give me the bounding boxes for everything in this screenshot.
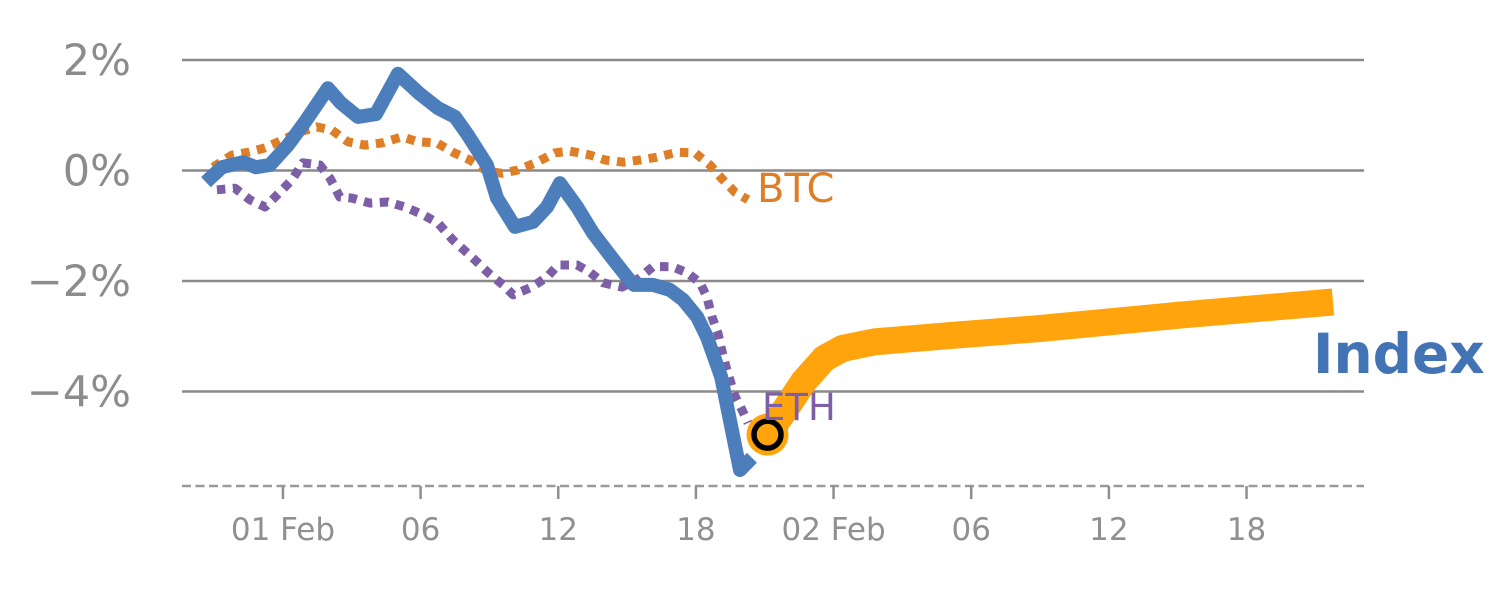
y-tick-label: 0%: [63, 147, 131, 197]
series-line-eth: [216, 158, 753, 425]
y-tick-label: −2%: [27, 257, 131, 307]
x-tick-label: 06: [401, 512, 440, 548]
x-tick-label: 01 Feb: [231, 512, 335, 548]
x-tick-label: 12: [539, 512, 578, 548]
x-tick-label: 18: [1227, 512, 1266, 548]
series-label-index: Index: [1313, 322, 1485, 386]
x-tick-label: 02 Feb: [781, 512, 885, 548]
x-tick-label: 06: [951, 512, 990, 548]
x-tick-label: 12: [1089, 512, 1128, 548]
series-line-index: [201, 66, 757, 477]
series-line-index_continuation: [756, 288, 1335, 443]
y-tick-label: 2%: [63, 36, 131, 86]
highlight-marker-ring: [751, 418, 784, 451]
series-label-eth: ETH: [762, 386, 836, 429]
x-tick-label: 18: [676, 512, 715, 548]
y-tick-label: −4%: [27, 368, 131, 418]
series-label-btc: BTC: [757, 166, 834, 212]
